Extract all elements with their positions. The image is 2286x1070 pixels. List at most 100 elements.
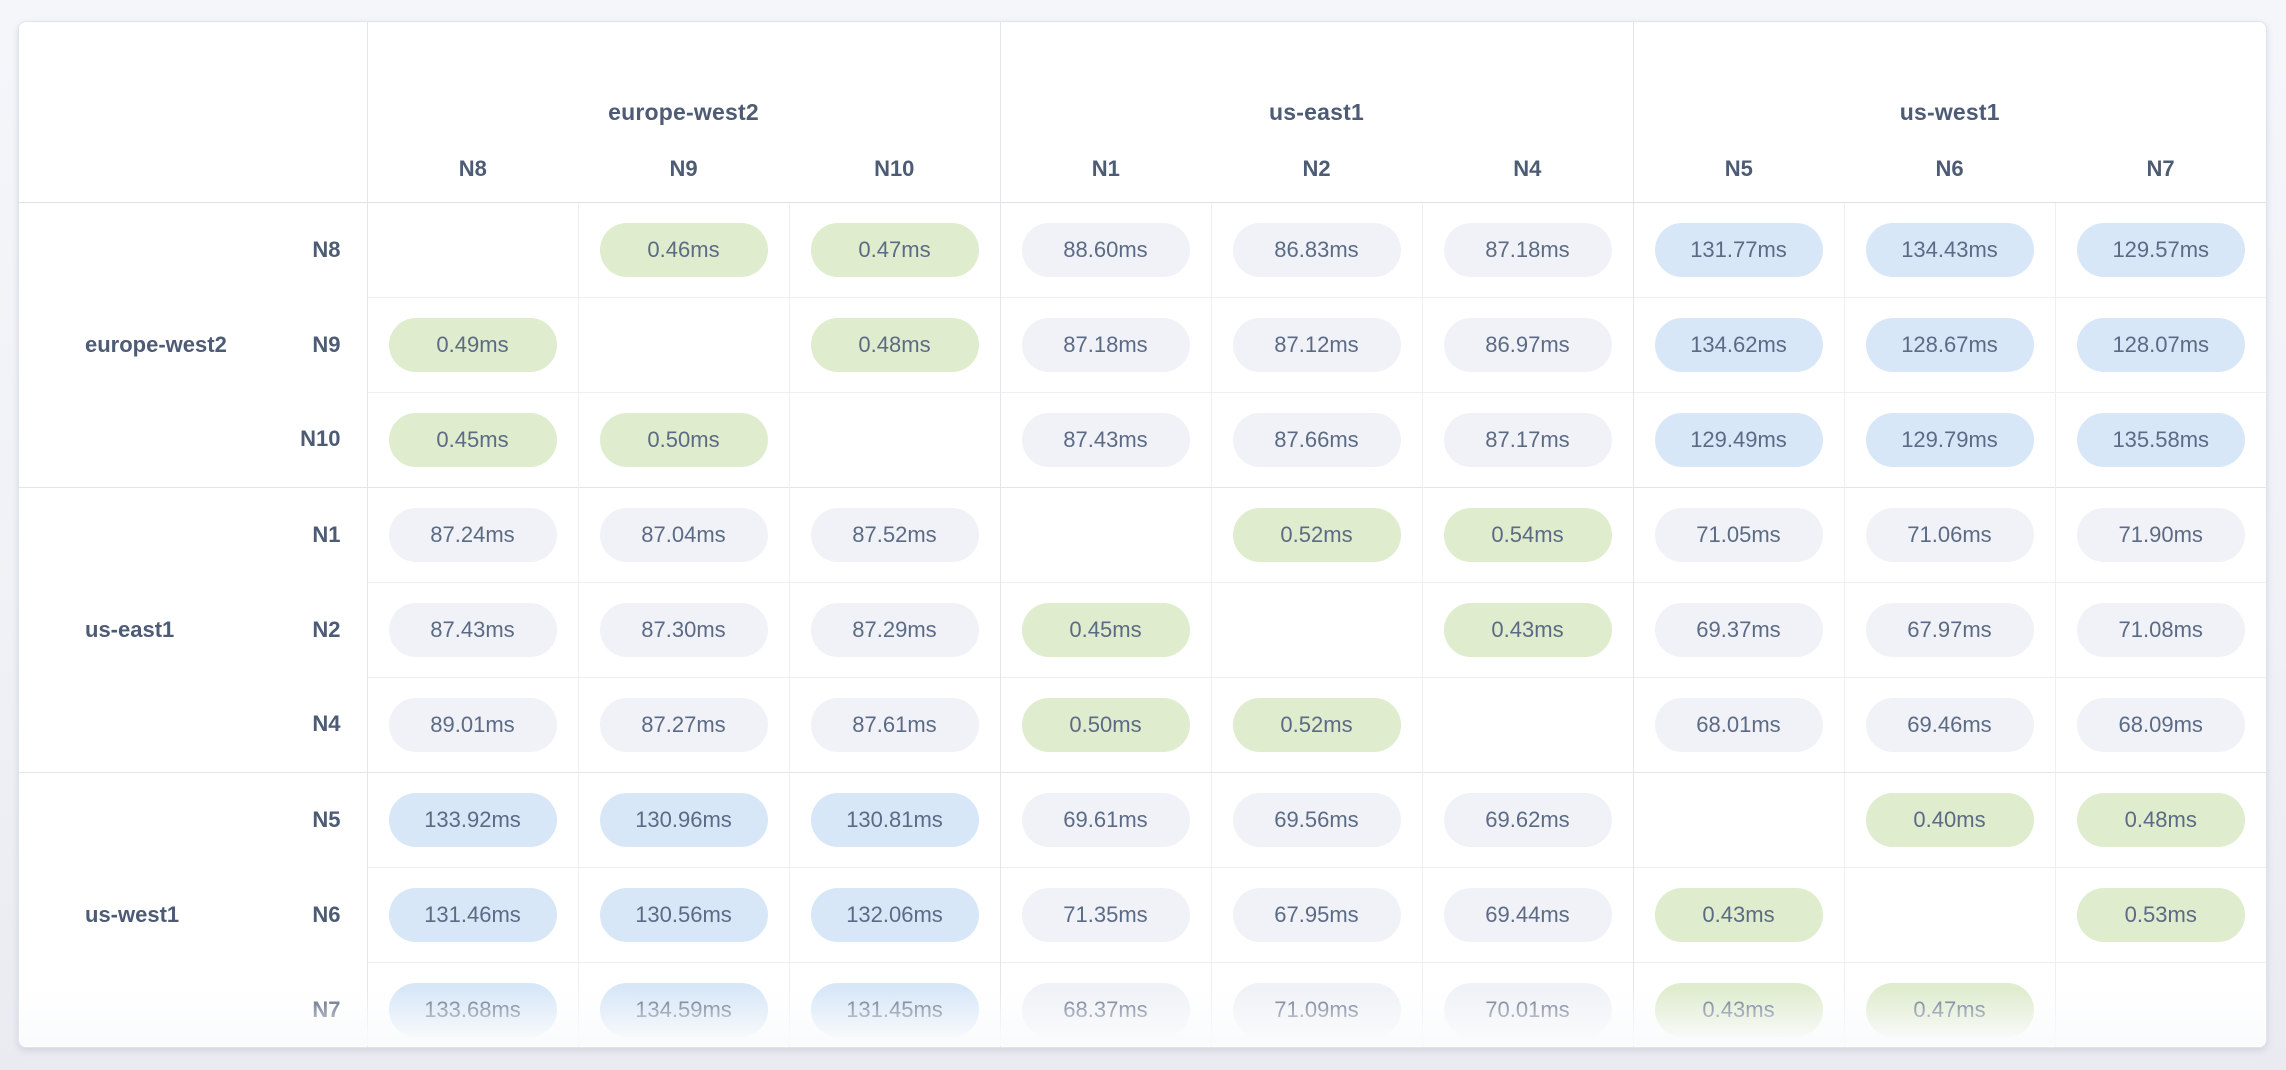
latency-cell: 70.01ms — [1421, 961, 1633, 1047]
latency-matrix-card: europe-west2 us-east1 us-west1 N8 N9 N10 N1 N2 N… — [18, 21, 2267, 1048]
latency-cell: 87.52ms — [788, 486, 1000, 582]
latency-pill: 68.37ms — [1021, 982, 1190, 1037]
latency-pill: 87.43ms — [1021, 412, 1190, 467]
column-node-header-N7: N7 — [2055, 136, 2266, 203]
latency-cell: 86.97ms — [1421, 296, 1633, 392]
row-node-label-N6: N6 — [312, 901, 341, 927]
latency-pill: 0.43ms — [1443, 602, 1612, 657]
latency-cell: 69.37ms — [1632, 581, 1844, 677]
latency-cell — [1632, 771, 1844, 867]
column-group-title-us-west1: us-west1 — [1632, 22, 2266, 136]
latency-pill: 133.92ms — [388, 792, 557, 847]
latency-cell: 0.43ms — [1632, 866, 1844, 962]
latency-cell: 87.18ms — [999, 296, 1211, 392]
row-node-label-N4: N4 — [312, 711, 341, 737]
latency-pill: 87.61ms — [810, 697, 979, 752]
latency-pill: 67.95ms — [1232, 887, 1401, 942]
latency-pill: 130.96ms — [599, 792, 768, 847]
latency-cell: 69.62ms — [1421, 771, 1633, 867]
latency-cell: 87.43ms — [366, 581, 578, 677]
row-node-label-N2: N2 — [312, 616, 341, 642]
latency-cell: 71.06ms — [1843, 486, 2055, 582]
latency-pill: 87.27ms — [599, 697, 768, 752]
latency-pill: 87.04ms — [599, 507, 768, 562]
latency-pill: 86.97ms — [1443, 317, 1612, 372]
latency-pill: 0.43ms — [1654, 887, 1823, 942]
latency-cell — [1843, 866, 2055, 962]
latency-pill: 87.24ms — [388, 507, 557, 562]
column-node-header-N6: N6 — [1844, 136, 2055, 203]
latency-cell: 87.43ms — [999, 391, 1211, 487]
latency-cell: 135.58ms — [2054, 391, 2266, 487]
table-row-N8: europe-west2 N8 0.46ms 0.47ms 88.60ms 86.83ms… — [19, 201, 2266, 487]
corner-cell — [19, 22, 367, 203]
latency-cell: 89.01ms — [366, 676, 578, 772]
latency-cell: 0.54ms — [1421, 486, 1633, 582]
latency-pill: 128.07ms — [2076, 317, 2245, 372]
latency-pill: 0.50ms — [1021, 697, 1190, 752]
latency-pill: 0.40ms — [1865, 792, 2034, 847]
latency-cell: 0.52ms — [1210, 676, 1422, 772]
latency-pill: 134.59ms — [599, 982, 768, 1037]
latency-pill: 89.01ms — [388, 697, 557, 752]
table-row-N1: us-east1 N1 87.24ms 87.04ms 87.52ms 0.52ms 0.5… — [19, 486, 2266, 772]
latency-cell: 128.67ms — [1843, 296, 2055, 392]
latency-cell — [1210, 581, 1422, 677]
latency-pill: 0.45ms — [1021, 602, 1190, 657]
latency-pill: 128.67ms — [1865, 317, 2034, 372]
latency-cell: 87.17ms — [1421, 391, 1633, 487]
latency-pill: 0.53ms — [2076, 887, 2245, 942]
latency-cell: 69.46ms — [1843, 676, 2055, 772]
latency-cell: 87.29ms — [788, 581, 1000, 677]
latency-cell: 0.48ms — [2054, 771, 2266, 867]
latency-pill: 129.79ms — [1865, 412, 2034, 467]
latency-cell: 71.90ms — [2054, 486, 2266, 582]
column-node-header-N1: N1 — [999, 136, 1211, 203]
latency-cell: 0.49ms — [366, 296, 578, 392]
latency-pill: 133.68ms — [388, 982, 557, 1037]
latency-cell: 87.24ms — [366, 486, 578, 582]
table-row-N9: N9 0.49ms 0.48ms 87.18ms 87.12ms 86.97ms 134.6… — [19, 296, 2266, 392]
latency-cell: 0.48ms — [788, 296, 1000, 392]
latency-cell: 87.27ms — [577, 676, 789, 772]
latency-cell: 71.05ms — [1632, 486, 1844, 582]
latency-cell: 68.37ms — [999, 961, 1211, 1047]
latency-cell: 129.49ms — [1632, 391, 1844, 487]
latency-cell: 68.01ms — [1632, 676, 1844, 772]
latency-cell: 131.46ms — [366, 866, 578, 962]
latency-pill: 129.49ms — [1654, 412, 1823, 467]
latency-cell: 0.52ms — [1210, 486, 1422, 582]
table-row-N4: N4 89.01ms 87.27ms 87.61ms 0.50ms 0.52ms 68.01… — [19, 676, 2266, 772]
row-group-label-us-east1: us-east1 — [19, 486, 249, 772]
latency-cell: 132.06ms — [788, 866, 1000, 962]
latency-cell: 69.61ms — [999, 771, 1211, 867]
latency-pill: 131.77ms — [1654, 222, 1823, 277]
latency-pill: 69.44ms — [1443, 887, 1612, 942]
latency-cell: 0.40ms — [1843, 771, 2055, 867]
latency-cell: 87.30ms — [577, 581, 789, 677]
column-node-header-N9: N9 — [578, 136, 789, 203]
latency-cell: 130.96ms — [577, 771, 789, 867]
latency-cell: 86.83ms — [1210, 201, 1422, 297]
latency-cell: 88.60ms — [999, 201, 1211, 297]
latency-pill: 135.58ms — [2076, 412, 2245, 467]
row-node-label-N7: N7 — [312, 996, 341, 1022]
latency-cell: 129.79ms — [1843, 391, 2055, 487]
latency-cell — [366, 201, 578, 297]
latency-cell: 87.04ms — [577, 486, 789, 582]
latency-pill: 134.62ms — [1654, 317, 1823, 372]
latency-table: europe-west2 us-east1 us-west1 N8 N9 N10 N1 N2 N… — [19, 22, 2266, 1047]
latency-pill: 0.46ms — [599, 222, 768, 277]
latency-pill: 0.43ms — [1654, 982, 1823, 1037]
latency-pill: 87.18ms — [1021, 317, 1190, 372]
row-node-label-N8: N8 — [249, 201, 367, 297]
latency-pill: 68.09ms — [2076, 697, 2245, 752]
latency-pill: 0.49ms — [388, 317, 557, 372]
latency-cell: 67.95ms — [1210, 866, 1422, 962]
latency-pill: 68.01ms — [1654, 697, 1823, 752]
latency-cell: 0.43ms — [1632, 961, 1844, 1047]
latency-cell — [999, 486, 1211, 582]
table-row-N5: us-west1 N5 133.92ms 130.96ms 130.81ms 69.61m… — [19, 771, 2266, 1047]
latency-pill: 0.50ms — [599, 412, 768, 467]
latency-cell — [2054, 961, 2266, 1047]
